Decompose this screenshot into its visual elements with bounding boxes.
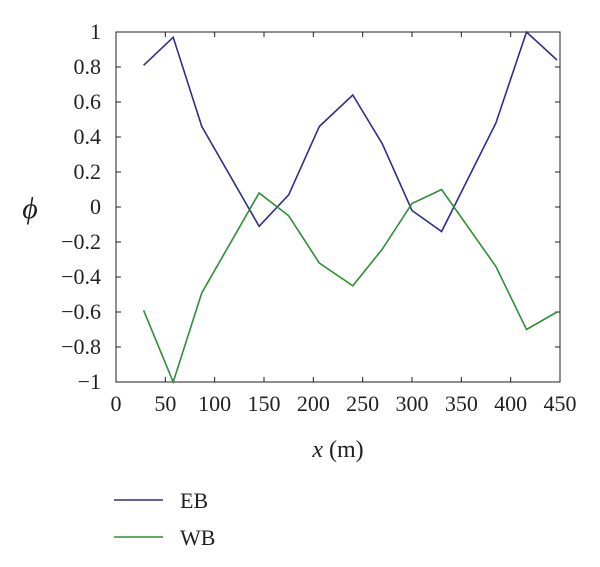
x-tick-label: 350 [445, 391, 478, 416]
series-line-wb [142, 188, 558, 385]
y-tick-label: −0.2 [61, 229, 101, 254]
y-tick-label: 0.4 [74, 124, 102, 149]
y-tick-label: −1 [78, 369, 101, 394]
x-tick-label: 50 [154, 391, 176, 416]
x-tick-label: 400 [494, 391, 527, 416]
y-tick-label: −0.4 [61, 264, 101, 289]
y-tick-label: 1 [90, 19, 101, 44]
x-tick-label: 0 [111, 391, 122, 416]
x-tick-label: 250 [346, 391, 379, 416]
series-line-eb [143, 30, 558, 233]
y-tick-label: −0.8 [61, 334, 101, 359]
x-tick-label: 150 [248, 391, 281, 416]
y-tick-label: 0.2 [74, 159, 102, 184]
plot-frame [115, 31, 561, 383]
x-tick-label: 100 [198, 391, 231, 416]
x-axis-label: x (m) [311, 437, 363, 463]
y-tick-label: −0.6 [61, 299, 101, 324]
x-tick-label: 300 [396, 391, 429, 416]
y-tick-label: 0 [90, 194, 101, 219]
y-tick-label: 0.6 [74, 89, 102, 114]
axis-ticks: 0 50 100 150 200 250 300 350 400 450 1 0.8 0.6 0.4 0.2… [61, 19, 576, 416]
y-axis-label: ϕ [22, 192, 38, 225]
x-axis-label-variable: x [311, 437, 323, 463]
legend-label-wb: WB [180, 525, 215, 550]
series-lines [142, 30, 558, 385]
x-tick-label: 200 [297, 391, 330, 416]
x-axis-label-unit: (m) [323, 437, 364, 463]
legend-label-eb: EB [180, 488, 208, 513]
legend: EB WB [114, 488, 215, 550]
x-tick-label: 450 [544, 391, 577, 416]
y-tick-label: 0.8 [74, 54, 102, 79]
